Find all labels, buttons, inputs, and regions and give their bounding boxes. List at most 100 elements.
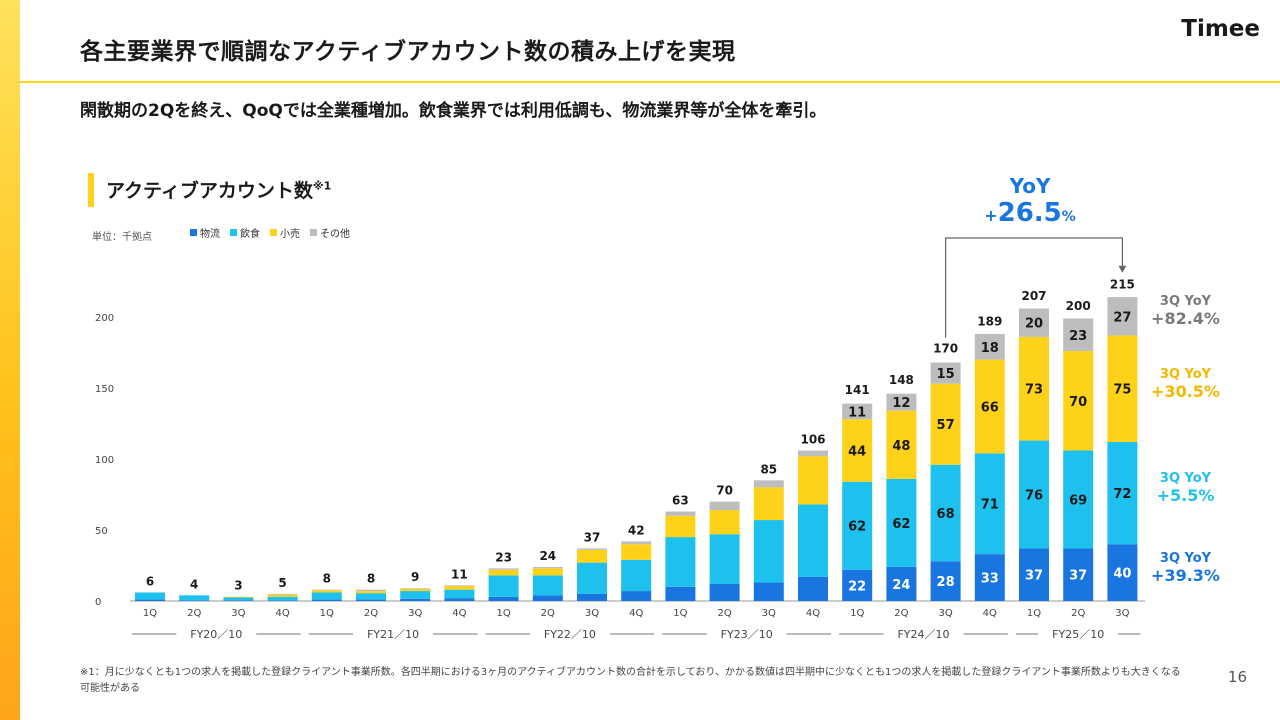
y-tick-label: 200: [95, 313, 114, 324]
bar-segment: [798, 450, 828, 457]
total-value-label: 141: [845, 383, 870, 397]
bar-segment: [488, 568, 519, 570]
y-tick-label: 150: [95, 384, 114, 395]
segment-value-label: 76: [1025, 489, 1043, 504]
segment-value-label: 66: [981, 400, 999, 415]
bar-segment: [223, 600, 254, 601]
legend-label: その他: [320, 229, 350, 240]
legend-swatch: [190, 229, 197, 236]
bar-segment: [400, 588, 431, 589]
bar-segment: [356, 589, 386, 592]
bar-segment: [1063, 450, 1094, 549]
bar-segment: [753, 582, 784, 601]
bar-segment: [974, 334, 1005, 360]
fiscal-year-label: FY20／10: [190, 628, 242, 641]
total-value-label: 6: [146, 574, 154, 588]
fiscal-year-label: FY23／10: [721, 628, 773, 641]
bar-segment: [400, 591, 431, 599]
x-tick-label: 3Q: [231, 608, 245, 619]
bar-segment: [665, 586, 696, 601]
yoy-total-label: YoY: [1009, 174, 1051, 198]
x-tick-label: 3Q: [408, 608, 422, 619]
yoy-bracket: [944, 237, 1124, 338]
segment-yoy-value: +39.3%: [1151, 565, 1220, 585]
x-tick-label: 1Q: [320, 608, 334, 619]
page-title: 各主要業界で順調なアクティブアカウント数の積み上げを実現: [80, 39, 736, 65]
bar-segment: [665, 511, 696, 516]
section-marker: [88, 173, 94, 207]
bar-segment: [1107, 297, 1138, 336]
bar-segment: [179, 600, 210, 601]
bar-segment: [621, 541, 652, 545]
legend-label: 飲食: [240, 229, 260, 240]
x-tick-label: 4Q: [275, 608, 289, 619]
segment-value-label: 24: [892, 578, 910, 593]
legend-item: 飲食: [230, 225, 260, 240]
bar-segment: [267, 596, 298, 601]
x-tick-label: 4Q: [806, 608, 820, 619]
segment-value-label: 28: [937, 575, 955, 590]
segment-value-label: 18: [981, 341, 999, 356]
bar-segment: [356, 599, 386, 601]
segment-value-label: 70: [1069, 395, 1087, 410]
segment-yoy: 3Q YoY +82.4%: [1138, 294, 1233, 328]
page-subtitle: 閑散期の2Qを終え、QoQでは全業種増加。飲食業界では利用低調も、物流業界等が全…: [80, 101, 827, 121]
bar-segment: [798, 504, 828, 577]
y-tick-label: 0: [95, 597, 101, 608]
bar-segment: [1063, 318, 1094, 352]
total-value-label: 85: [760, 462, 777, 476]
bar-segment: [753, 480, 784, 488]
bar-segment: [311, 599, 342, 601]
x-tick-label: 2Q: [717, 608, 731, 619]
total-value-label: 9: [411, 570, 419, 584]
title-divider: [20, 81, 1280, 83]
total-value-label: 5: [278, 576, 286, 590]
bar-segment: [930, 362, 961, 384]
segment-value-label: 57: [937, 418, 955, 433]
bar-segment: [444, 585, 475, 587]
bar-segment: [577, 548, 607, 550]
segment-value-label: 40: [1113, 567, 1131, 582]
total-value-label: 42: [628, 523, 645, 537]
x-tick-label: 4Q: [629, 608, 643, 619]
y-tick-label: 100: [95, 455, 114, 466]
total-value-label: 207: [1021, 289, 1046, 303]
segment-yoy: 3Q YoY +30.5%: [1138, 367, 1233, 401]
bar-segment: [709, 510, 740, 535]
legend-item: 小売: [270, 225, 300, 240]
legend-swatch: [270, 229, 277, 236]
x-tick-label: 4Q: [983, 608, 997, 619]
total-value-label: 170: [933, 342, 958, 356]
bar-segment: [1063, 351, 1094, 451]
total-value-label: 23: [495, 550, 512, 564]
bar-segment: [1019, 308, 1049, 337]
bar-segment: [621, 559, 652, 592]
bar-segment: [223, 596, 254, 598]
segment-value-label: 62: [892, 517, 910, 532]
legend-label: 小売: [280, 229, 300, 240]
x-tick-label: 1Q: [673, 608, 687, 619]
bar-segment: [842, 403, 873, 420]
bar-segment: [488, 569, 519, 576]
segment-value-label: 48: [892, 439, 910, 454]
bar-segment: [444, 586, 475, 590]
total-value-label: 8: [367, 572, 375, 586]
legend-label: 物流: [200, 229, 220, 240]
bar-segment: [532, 566, 563, 569]
total-value-label: 4: [190, 577, 198, 591]
yoy-total-value: +26.5%: [955, 198, 1105, 228]
x-tick-label: 3Q: [938, 608, 952, 619]
x-tick-label: 4Q: [452, 608, 466, 619]
bar-segment: [444, 589, 475, 599]
bar-segment: [753, 520, 784, 583]
bar-segment: [930, 383, 961, 465]
bar-segment: [179, 595, 210, 601]
bar-segment: [311, 592, 342, 600]
bar-segment: [400, 598, 431, 601]
bar-segment: [1019, 336, 1049, 441]
bar-segment: [1019, 548, 1049, 601]
total-value-label: 106: [800, 432, 825, 446]
fiscal-year-label: FY24／10: [897, 628, 949, 641]
segment-value-label: 15: [937, 367, 955, 382]
